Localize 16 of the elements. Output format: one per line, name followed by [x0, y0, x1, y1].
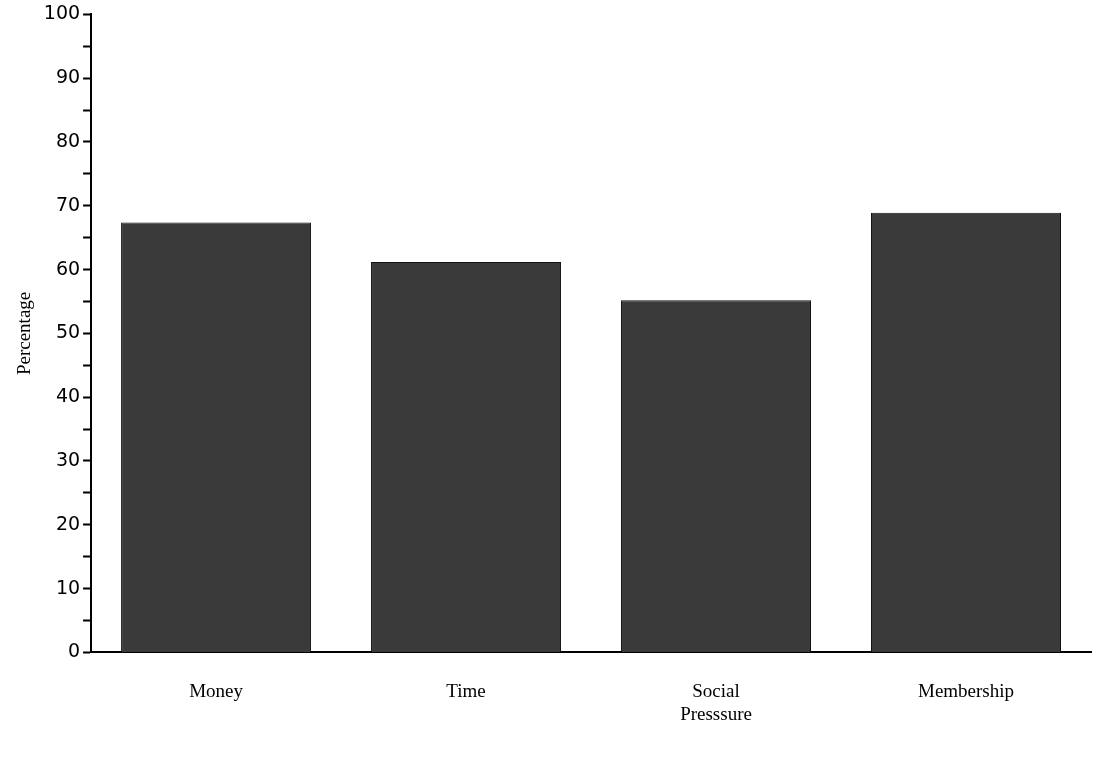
y-tick-label: 0 [67, 639, 81, 662]
y-tick-label: 20 [55, 511, 81, 534]
x-tick-label: Membership [917, 679, 1015, 701]
y-tick-label: 40 [55, 384, 81, 407]
y-tick-label: 80 [55, 128, 81, 151]
y-tick-label: 70 [55, 192, 81, 215]
y-axis-title: Percentage [13, 291, 35, 376]
y-tick-label: 30 [55, 447, 81, 470]
x-tick-label: Time [446, 679, 486, 701]
y-tick-label: 50 [55, 320, 81, 343]
y-tick-label: 90 [55, 65, 81, 88]
y-tick-label: 60 [55, 256, 81, 279]
x-tick-label: Money [189, 679, 244, 701]
x-tick-label: Social Presssure [680, 679, 752, 724]
y-tick-label: 100 [43, 1, 81, 24]
y-tick-label: 10 [55, 575, 81, 598]
